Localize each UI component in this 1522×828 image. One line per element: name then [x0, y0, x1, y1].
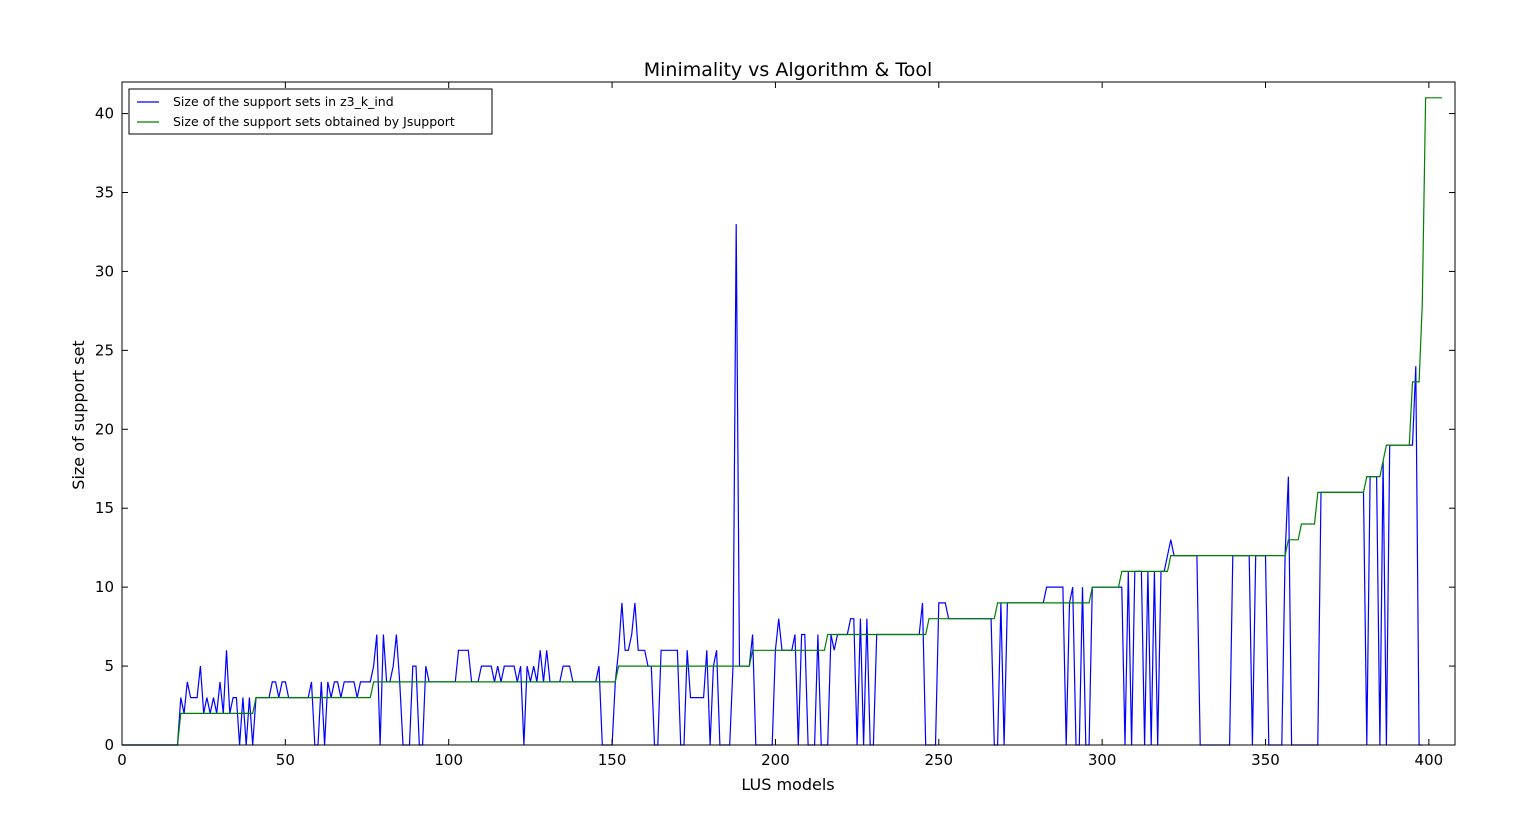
x-axis-label: LUS models — [741, 775, 834, 794]
x-tick-label: 0 — [117, 751, 127, 769]
plot-background — [122, 82, 1455, 745]
y-tick-label: 25 — [95, 341, 114, 359]
y-tick-label: 5 — [104, 657, 114, 675]
x-tick-label: 100 — [434, 751, 463, 769]
x-tick-label: 200 — [761, 751, 790, 769]
y-tick-label: 40 — [95, 105, 114, 123]
x-tick-label: 300 — [1088, 751, 1117, 769]
legend-box — [128, 88, 493, 135]
y-tick-label: 0 — [104, 736, 114, 754]
legend-label-jsupport: Size of the support sets obtained by Jsu… — [173, 114, 455, 129]
chart-title: Minimality vs Algorithm & Tool — [644, 59, 932, 81]
series-line-1 — [122, 97, 1442, 746]
legend: Size of the support sets in z3_k_ind Siz… — [128, 88, 493, 135]
y-tick-label: 10 — [95, 578, 114, 596]
y-tick-label: 15 — [95, 499, 114, 517]
x-tick-label: 400 — [1415, 751, 1444, 769]
x-tick-label: 350 — [1251, 751, 1280, 769]
y-axis: 0 5 10 15 20 25 30 35 40 — [95, 105, 1455, 754]
y-axis-label: Size of support set — [69, 340, 88, 489]
y-tick-label: 35 — [95, 184, 114, 202]
y-tick-label: 30 — [95, 262, 114, 280]
x-tick-label: 150 — [598, 751, 627, 769]
x-axis: 0 50 100 150 200 250 300 350 400 — [117, 82, 1443, 769]
plot-frame — [121, 81, 1456, 746]
legend-label-z3-k-ind: Size of the support sets in z3_k_ind — [173, 94, 394, 109]
x-tick-label: 250 — [924, 751, 953, 769]
x-tick-label: 50 — [276, 751, 295, 769]
y-tick-label: 20 — [95, 420, 114, 438]
